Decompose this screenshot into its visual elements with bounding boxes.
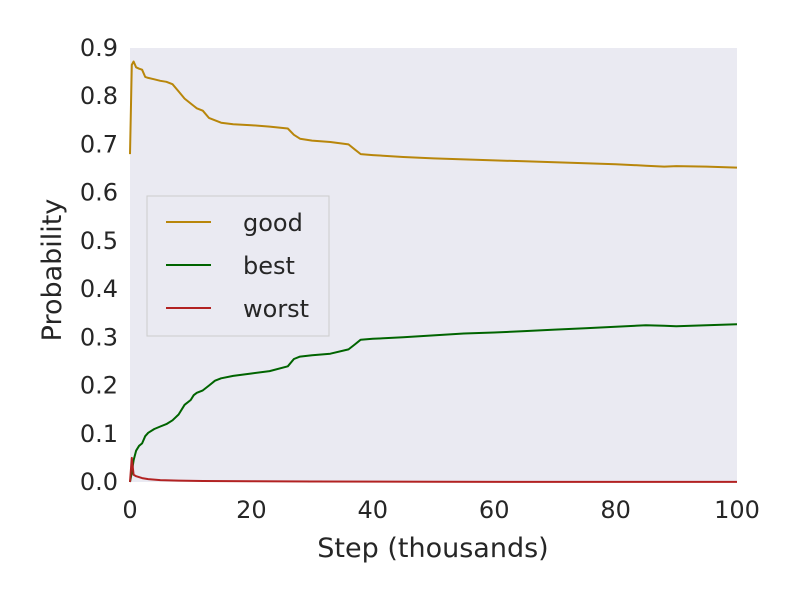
legend-label-best: best bbox=[243, 252, 295, 280]
series-line-worst bbox=[129, 456, 737, 483]
legend-entries: good best worst bbox=[166, 209, 309, 323]
y-tick-label: 0.0 bbox=[80, 468, 118, 496]
legend-label-worst: worst bbox=[243, 295, 309, 323]
y-tick-label: 0.9 bbox=[80, 34, 118, 62]
x-tick-label: 20 bbox=[236, 496, 267, 524]
x-tick-label: 40 bbox=[358, 496, 389, 524]
x-tick-label: 0 bbox=[122, 496, 137, 524]
series-line-good bbox=[129, 60, 738, 169]
legend-label-good: good bbox=[243, 209, 303, 237]
y-tick-label: 0.1 bbox=[80, 420, 118, 448]
y-tick-label: 0.2 bbox=[80, 372, 118, 400]
legend: good best worst bbox=[146, 195, 330, 337]
y-tick-label: 0.4 bbox=[80, 275, 118, 303]
x-tick-label: 100 bbox=[714, 496, 760, 524]
x-tick-label: 80 bbox=[600, 496, 631, 524]
x-axis-ticks: 0 20 40 60 80 100 bbox=[122, 496, 760, 524]
y-tick-label: 0.6 bbox=[80, 179, 118, 207]
y-tick-label: 0.5 bbox=[80, 227, 118, 255]
x-tick-label: 60 bbox=[479, 496, 510, 524]
y-axis-ticks: 0.0 0.1 0.2 0.3 0.4 0.5 0.6 0.7 0.8 0.9 bbox=[80, 34, 118, 496]
y-tick-label: 0.8 bbox=[80, 82, 118, 110]
y-tick-label: 0.7 bbox=[80, 130, 118, 158]
x-axis-label: Step (thousands) bbox=[317, 533, 548, 564]
y-axis-label: Probability bbox=[37, 199, 68, 342]
series-layer bbox=[129, 60, 738, 483]
y-tick-label: 0.3 bbox=[80, 323, 118, 351]
series-line-best bbox=[129, 323, 738, 483]
